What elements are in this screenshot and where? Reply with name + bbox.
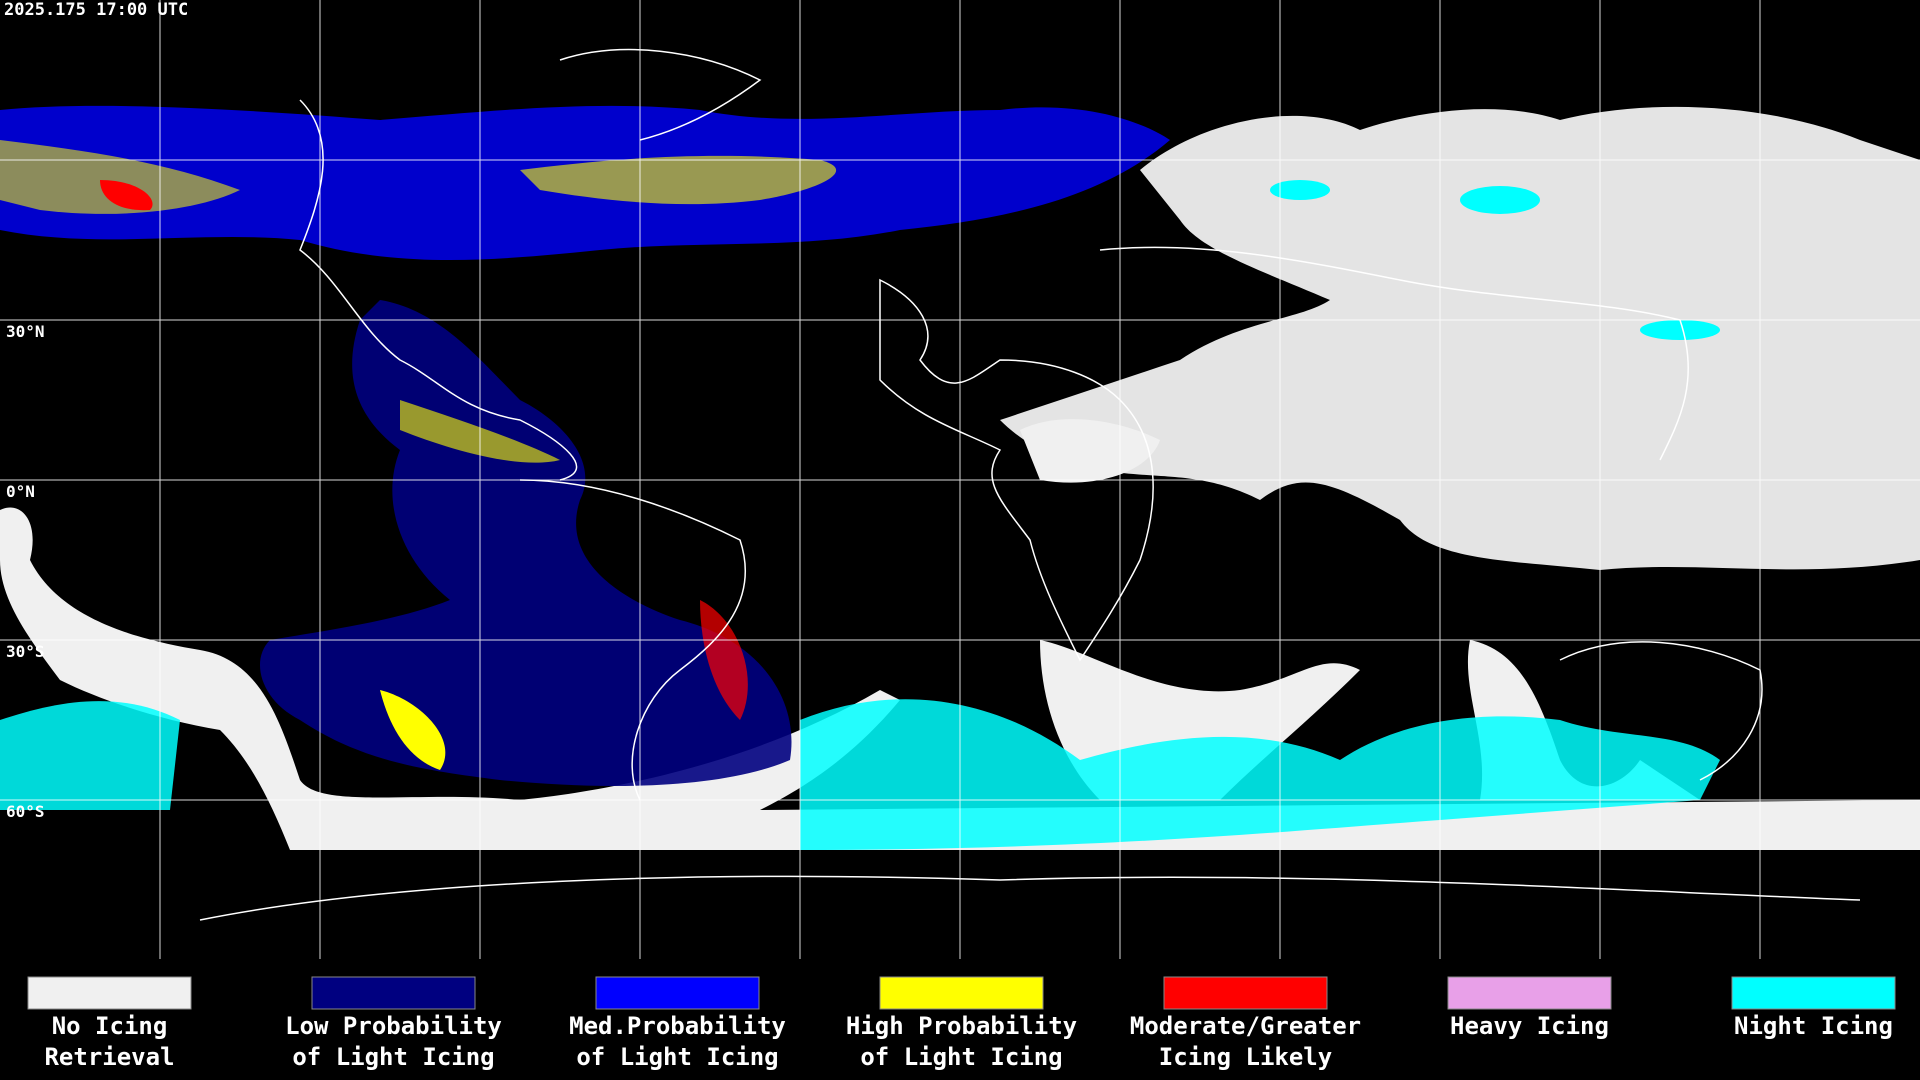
latitude-label: 60°S: [6, 802, 45, 821]
latitude-label: 30°N: [6, 322, 45, 341]
legend-label: Heavy Icing: [1450, 1012, 1609, 1040]
grid: [0, 0, 1920, 959]
cloud-night-icing: [0, 180, 1720, 850]
legend-label: Retrieval: [44, 1043, 174, 1071]
legend-label: of Light Icing: [860, 1043, 1062, 1071]
legend: No Icing Retrieval Low Probability of Light…: [27, 976, 1896, 1071]
legend-swatch: [595, 976, 760, 1010]
latitude-label: 30°S: [6, 642, 45, 661]
legend-label: Med.Probability: [569, 1012, 786, 1040]
legend-label: Icing Likely: [1159, 1043, 1332, 1071]
legend-label: High Probability: [846, 1012, 1077, 1040]
legend-label: No Icing: [52, 1012, 168, 1040]
legend-label: Low Probability: [285, 1012, 502, 1040]
legend-label: Moderate/Greater: [1130, 1012, 1361, 1040]
legend-swatch: [1163, 976, 1328, 1010]
cloud-light-icing: [0, 105, 1170, 786]
legend-label: Night Icing: [1734, 1012, 1893, 1040]
legend-swatch: [27, 976, 192, 1010]
legend-label: of Light Icing: [576, 1043, 778, 1071]
legend-swatch: [879, 976, 1044, 1010]
legend-swatch: [1447, 976, 1612, 1010]
legend-label: of Light Icing: [292, 1043, 494, 1071]
timestamp: 2025.175 17:00 UTC: [4, 0, 188, 20]
legend-swatch: [1731, 976, 1896, 1010]
latitude-labels: 30°N 0°N 30°S 60°S: [6, 322, 45, 821]
legend-swatch: [311, 976, 476, 1010]
latitude-label: 0°N: [6, 482, 35, 501]
